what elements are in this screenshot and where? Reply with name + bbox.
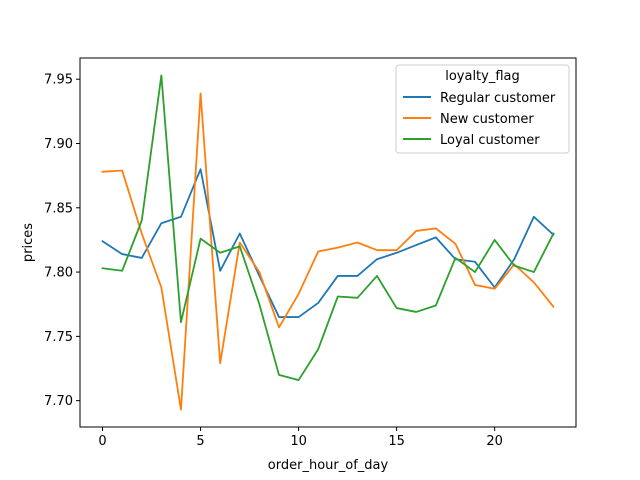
- y-axis-ticks: 7.70 7.75 7.80 7.85 7.90 7.95: [44, 73, 80, 409]
- x-tick-label: 20: [486, 434, 503, 449]
- plot-frame: [79, 57, 577, 428]
- legend-label-loyal: Loyal customer: [440, 133, 540, 148]
- x-tick-label: 15: [388, 434, 405, 449]
- legend: loyalty_flag Regular customer New custom…: [395, 64, 570, 154]
- x-axis-label: order_hour_of_day: [268, 458, 389, 473]
- x-axis-ticks: 0 5 10 15 20: [98, 427, 503, 449]
- x-tick-label: 5: [196, 434, 204, 449]
- y-axis-label: prices: [21, 223, 36, 262]
- x-tick-label: 0: [98, 434, 106, 449]
- plot-lines: [101, 74, 555, 411]
- y-tick-label: 7.90: [44, 137, 73, 152]
- y-tick-label: 7.70: [44, 394, 73, 409]
- series-line-new-customer: [101, 92, 555, 411]
- series-line-loyal-customer: [101, 74, 555, 381]
- legend-box: [395, 64, 570, 154]
- y-tick-label: 7.85: [44, 201, 73, 216]
- legend-label-new: New customer: [440, 112, 534, 127]
- legend-title: loyalty_flag: [445, 69, 520, 84]
- y-tick-label: 7.95: [44, 73, 73, 88]
- x-tick-label: 10: [290, 434, 307, 449]
- legend-label-regular: Regular customer: [440, 91, 556, 106]
- y-tick-label: 7.80: [44, 266, 73, 281]
- y-tick-label: 7.75: [44, 330, 73, 345]
